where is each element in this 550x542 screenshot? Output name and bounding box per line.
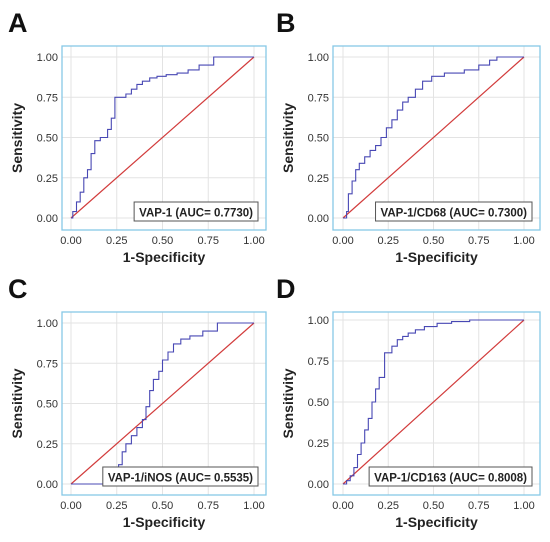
- y-axis-title: Sensitivity: [280, 368, 296, 438]
- x-tick-label: 1.00: [513, 235, 534, 247]
- x-axis-title: 1-Specificity: [395, 514, 478, 530]
- roc-curve: [343, 319, 524, 485]
- panel-letter-b: B: [276, 8, 296, 38]
- y-tick-label: 0.25: [37, 439, 58, 451]
- x-tick-label: 0.50: [152, 235, 173, 247]
- x-tick-label: 0.00: [332, 500, 353, 512]
- y-tick-label: 0.50: [37, 133, 58, 145]
- y-tick-label: 0.50: [37, 399, 58, 411]
- x-tick-label: 0.50: [423, 500, 444, 512]
- x-tick-label: 0.75: [198, 500, 219, 512]
- x-tick-label: 0.75: [468, 500, 489, 512]
- x-tick-label: 0.25: [106, 500, 127, 512]
- x-tick-label: 0.25: [106, 235, 127, 247]
- y-tick-label: 0.75: [37, 358, 58, 370]
- y-tick-label: 0.25: [37, 173, 58, 185]
- x-axis-title: 1-Specificity: [123, 514, 206, 530]
- x-tick-label: 1.00: [243, 235, 264, 247]
- y-axis-title: Sensitivity: [9, 368, 25, 438]
- y-tick-label: 0.75: [308, 356, 329, 368]
- roc-panel-a: A 0.00 0.25 0.50 0.75 1.00 0.00 0.25 0.50 0.75 1.0…: [8, 8, 267, 265]
- panel-letter-c: C: [8, 274, 28, 304]
- x-tick-label: 0.00: [60, 500, 81, 512]
- roc-panel-c: C 0.00 0.25 0.50 0.75 1.00 0.00 0.25 0.50 0.75 1.0…: [8, 274, 267, 530]
- y-tick-label: 1.00: [37, 52, 58, 64]
- panel-letter-d: D: [276, 274, 296, 304]
- y-tick-label: 0.25: [308, 438, 329, 450]
- auc-label: VAP-1 (AUC= 0.7730): [139, 208, 253, 220]
- y-tick-label: 0.00: [308, 479, 329, 491]
- x-axis-title: 1-Specificity: [395, 249, 478, 265]
- y-tick-label: 0.50: [308, 397, 329, 409]
- roc-curve: [343, 56, 524, 219]
- y-tick-label: 1.00: [37, 318, 58, 330]
- roc-curve: [71, 56, 254, 219]
- roc-panel-d: D 0.00 0.25 0.50 0.75 1.00 0.00 0.25 0.50 0.75 1.0…: [276, 274, 541, 530]
- x-tick-label: 1.00: [513, 500, 534, 512]
- x-tick-label: 0.50: [152, 500, 173, 512]
- y-tick-label: 0.00: [37, 213, 58, 225]
- auc-label-box: [368, 466, 533, 487]
- reference-line: [342, 319, 525, 485]
- y-tick-label: 0.75: [308, 92, 329, 104]
- x-tick-label: 0.00: [60, 235, 81, 247]
- plot-border: [332, 311, 541, 496]
- plot-border: [61, 311, 267, 496]
- auc-label: VAP-1/iNOS (AUC= 0.5535): [108, 473, 253, 485]
- x-tick-label: 0.25: [378, 500, 399, 512]
- reference-line: [342, 56, 525, 219]
- auc-label-box: [375, 201, 533, 222]
- auc-label-box: [133, 201, 259, 222]
- y-tick-label: 0.50: [308, 133, 329, 145]
- x-axis-title: 1-Specificity: [123, 249, 206, 265]
- x-tick-label: 0.75: [198, 235, 219, 247]
- x-tick-label: 0.50: [423, 235, 444, 247]
- roc-curve: [71, 322, 254, 485]
- y-tick-label: 0.00: [308, 213, 329, 225]
- auc-label-box: [102, 466, 259, 487]
- plot-border: [332, 45, 541, 231]
- panel-letter-a: A: [8, 8, 28, 38]
- plot-border: [61, 45, 267, 231]
- x-tick-label: 0.00: [332, 235, 353, 247]
- y-axis-title: Sensitivity: [280, 103, 296, 173]
- y-tick-label: 0.00: [37, 479, 58, 491]
- roc-panel-b: B 0.00 0.25 0.50 0.75 1.00 0.00 0.25 0.50 0.75 1.0…: [276, 8, 541, 265]
- reference-line: [70, 322, 255, 485]
- x-tick-label: 0.25: [378, 235, 399, 247]
- x-tick-label: 1.00: [243, 500, 264, 512]
- y-tick-label: 0.75: [37, 92, 58, 104]
- y-axis-title: Sensitivity: [9, 103, 25, 173]
- x-tick-label: 0.75: [468, 235, 489, 247]
- auc-label: VAP-1/CD68 (AUC= 0.7300): [381, 208, 528, 220]
- auc-label: VAP-1/CD163 (AUC= 0.8008): [374, 473, 527, 485]
- y-tick-label: 0.25: [308, 173, 329, 185]
- y-tick-label: 1.00: [308, 52, 329, 64]
- y-tick-label: 1.00: [308, 315, 329, 327]
- reference-line: [70, 56, 255, 219]
